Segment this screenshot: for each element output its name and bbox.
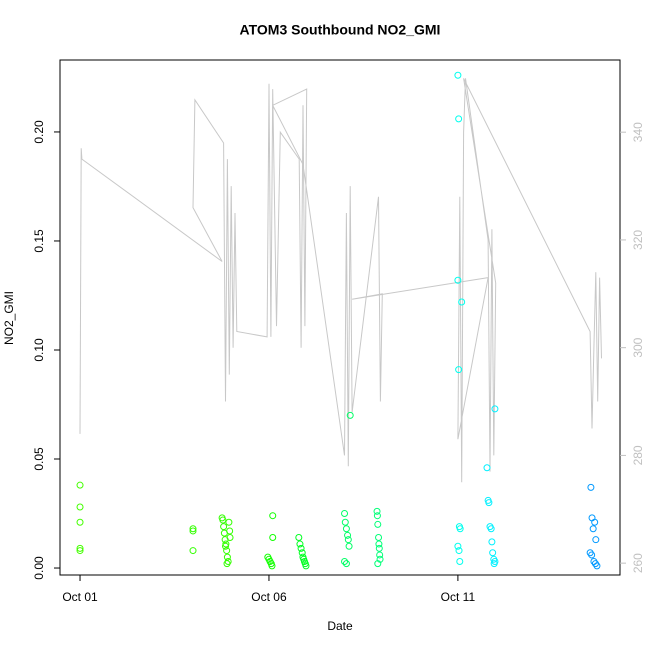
y-axis-title: NO2_GMI bbox=[2, 291, 16, 345]
point bbox=[485, 499, 493, 507]
point bbox=[374, 520, 382, 528]
x-tick-label: Oct 11 bbox=[441, 590, 476, 604]
y-tick-label: 0.00 bbox=[32, 556, 46, 580]
point bbox=[226, 533, 234, 541]
point bbox=[490, 560, 498, 568]
point bbox=[373, 507, 381, 515]
point bbox=[591, 518, 599, 526]
point bbox=[375, 540, 383, 548]
point bbox=[76, 503, 84, 511]
point bbox=[341, 518, 349, 526]
point bbox=[223, 553, 231, 561]
point bbox=[269, 512, 277, 520]
point bbox=[189, 525, 197, 533]
y2-tick-label: 280 bbox=[631, 445, 645, 465]
point bbox=[223, 560, 231, 568]
point bbox=[455, 115, 463, 123]
plot-box bbox=[59, 59, 621, 576]
y2-tick-label: 320 bbox=[631, 230, 645, 250]
chart-title: ATOM3 Southbound NO2_GMI bbox=[240, 22, 441, 38]
point bbox=[76, 481, 84, 489]
point bbox=[458, 298, 466, 306]
point bbox=[483, 464, 491, 472]
y2-tick-label: 300 bbox=[631, 337, 645, 357]
y-tick-label: 0.05 bbox=[32, 447, 46, 471]
point bbox=[296, 540, 304, 548]
point bbox=[189, 547, 197, 555]
point bbox=[226, 527, 234, 535]
point bbox=[76, 518, 84, 526]
point bbox=[76, 547, 84, 555]
point bbox=[341, 557, 349, 565]
point bbox=[346, 411, 354, 419]
point bbox=[454, 71, 462, 79]
point bbox=[297, 544, 305, 552]
point bbox=[223, 547, 231, 555]
x-axis-title: Date bbox=[327, 619, 353, 633]
point bbox=[487, 525, 495, 533]
point bbox=[375, 544, 383, 552]
point bbox=[219, 516, 227, 524]
y2-tick-label: 340 bbox=[631, 122, 645, 142]
point bbox=[488, 538, 496, 546]
point bbox=[375, 533, 383, 541]
point bbox=[454, 276, 462, 284]
point bbox=[489, 549, 497, 557]
point bbox=[345, 542, 353, 550]
point bbox=[455, 547, 463, 555]
point bbox=[593, 562, 601, 570]
line-series bbox=[79, 78, 602, 483]
point bbox=[587, 483, 595, 491]
point bbox=[341, 510, 349, 518]
point bbox=[220, 523, 228, 531]
point bbox=[592, 536, 600, 544]
y-tick-label: 0.20 bbox=[32, 120, 46, 144]
point bbox=[344, 531, 352, 539]
point bbox=[298, 549, 306, 557]
point bbox=[374, 560, 382, 568]
point bbox=[588, 551, 596, 559]
point bbox=[342, 560, 350, 568]
y-tick-label: 0.10 bbox=[32, 338, 46, 362]
point bbox=[376, 551, 384, 559]
x-tick-label: Oct 01 bbox=[62, 590, 98, 604]
point bbox=[268, 562, 276, 570]
x-tick-label: Oct 06 bbox=[251, 590, 287, 604]
point bbox=[295, 533, 303, 541]
point bbox=[269, 533, 277, 541]
point bbox=[222, 542, 230, 550]
y-tick-label: 0.15 bbox=[32, 229, 46, 253]
point bbox=[189, 527, 197, 535]
point bbox=[456, 525, 464, 533]
point bbox=[225, 518, 233, 526]
point bbox=[342, 525, 350, 533]
point bbox=[76, 544, 84, 552]
y2-tick-label: 260 bbox=[631, 553, 645, 573]
point bbox=[302, 562, 310, 570]
point bbox=[491, 405, 499, 413]
point bbox=[589, 525, 597, 533]
point bbox=[456, 557, 464, 565]
point bbox=[455, 366, 463, 374]
point bbox=[373, 512, 381, 520]
point bbox=[454, 542, 462, 550]
point bbox=[344, 536, 352, 544]
